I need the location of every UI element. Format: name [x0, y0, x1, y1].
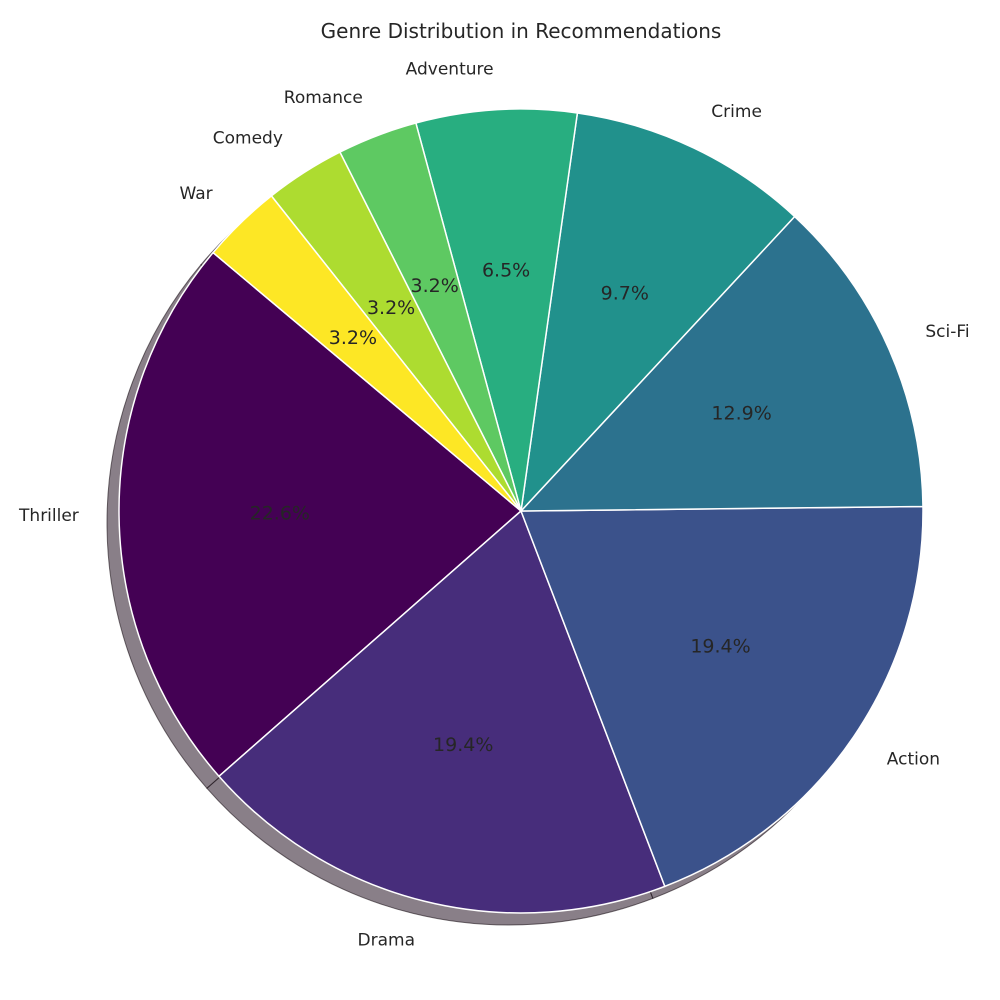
category-label-thriller: Thriller	[18, 506, 79, 526]
category-label-action: Action	[887, 750, 940, 770]
category-label-romance: Romance	[284, 88, 363, 108]
pie-slice-action	[520, 505, 924, 888]
category-label-war: War	[180, 184, 213, 204]
category-label-sci-fi: Sci-Fi	[925, 322, 969, 342]
percent-label-romance: 3.2%	[411, 275, 459, 297]
pie-slice-crime	[520, 112, 796, 512]
category-label-comedy: Comedy	[213, 128, 283, 148]
pie-slice-sci-fi	[520, 215, 924, 512]
pie-slice-drama	[218, 510, 666, 914]
category-label-drama: Drama	[358, 930, 415, 950]
percent-label-drama: 19.4%	[433, 734, 493, 756]
category-label-adventure: Adventure	[406, 60, 494, 80]
percent-label-comedy: 3.2%	[367, 297, 415, 319]
pie-slice-adventure	[415, 108, 579, 512]
percent-label-action: 19.4%	[690, 636, 750, 658]
pie-label-layer: 22.6% Thriller 19.4% Drama 19.4% Action 12.9% S…	[18, 60, 970, 951]
chart-title: Genre Distribution in Recommendations	[321, 19, 722, 43]
percent-label-war: 3.2%	[329, 327, 377, 349]
category-label-crime: Crime	[711, 102, 762, 122]
pie-slice-thriller	[118, 251, 522, 778]
percent-label-adventure: 6.5%	[482, 259, 530, 281]
percent-label-sci-fi: 12.9%	[711, 402, 771, 424]
percent-label-thriller: 22.6%	[250, 503, 310, 525]
pie-slice-layer	[118, 108, 924, 914]
percent-label-crime: 9.7%	[601, 282, 649, 304]
pie-slice-war	[212, 195, 522, 512]
